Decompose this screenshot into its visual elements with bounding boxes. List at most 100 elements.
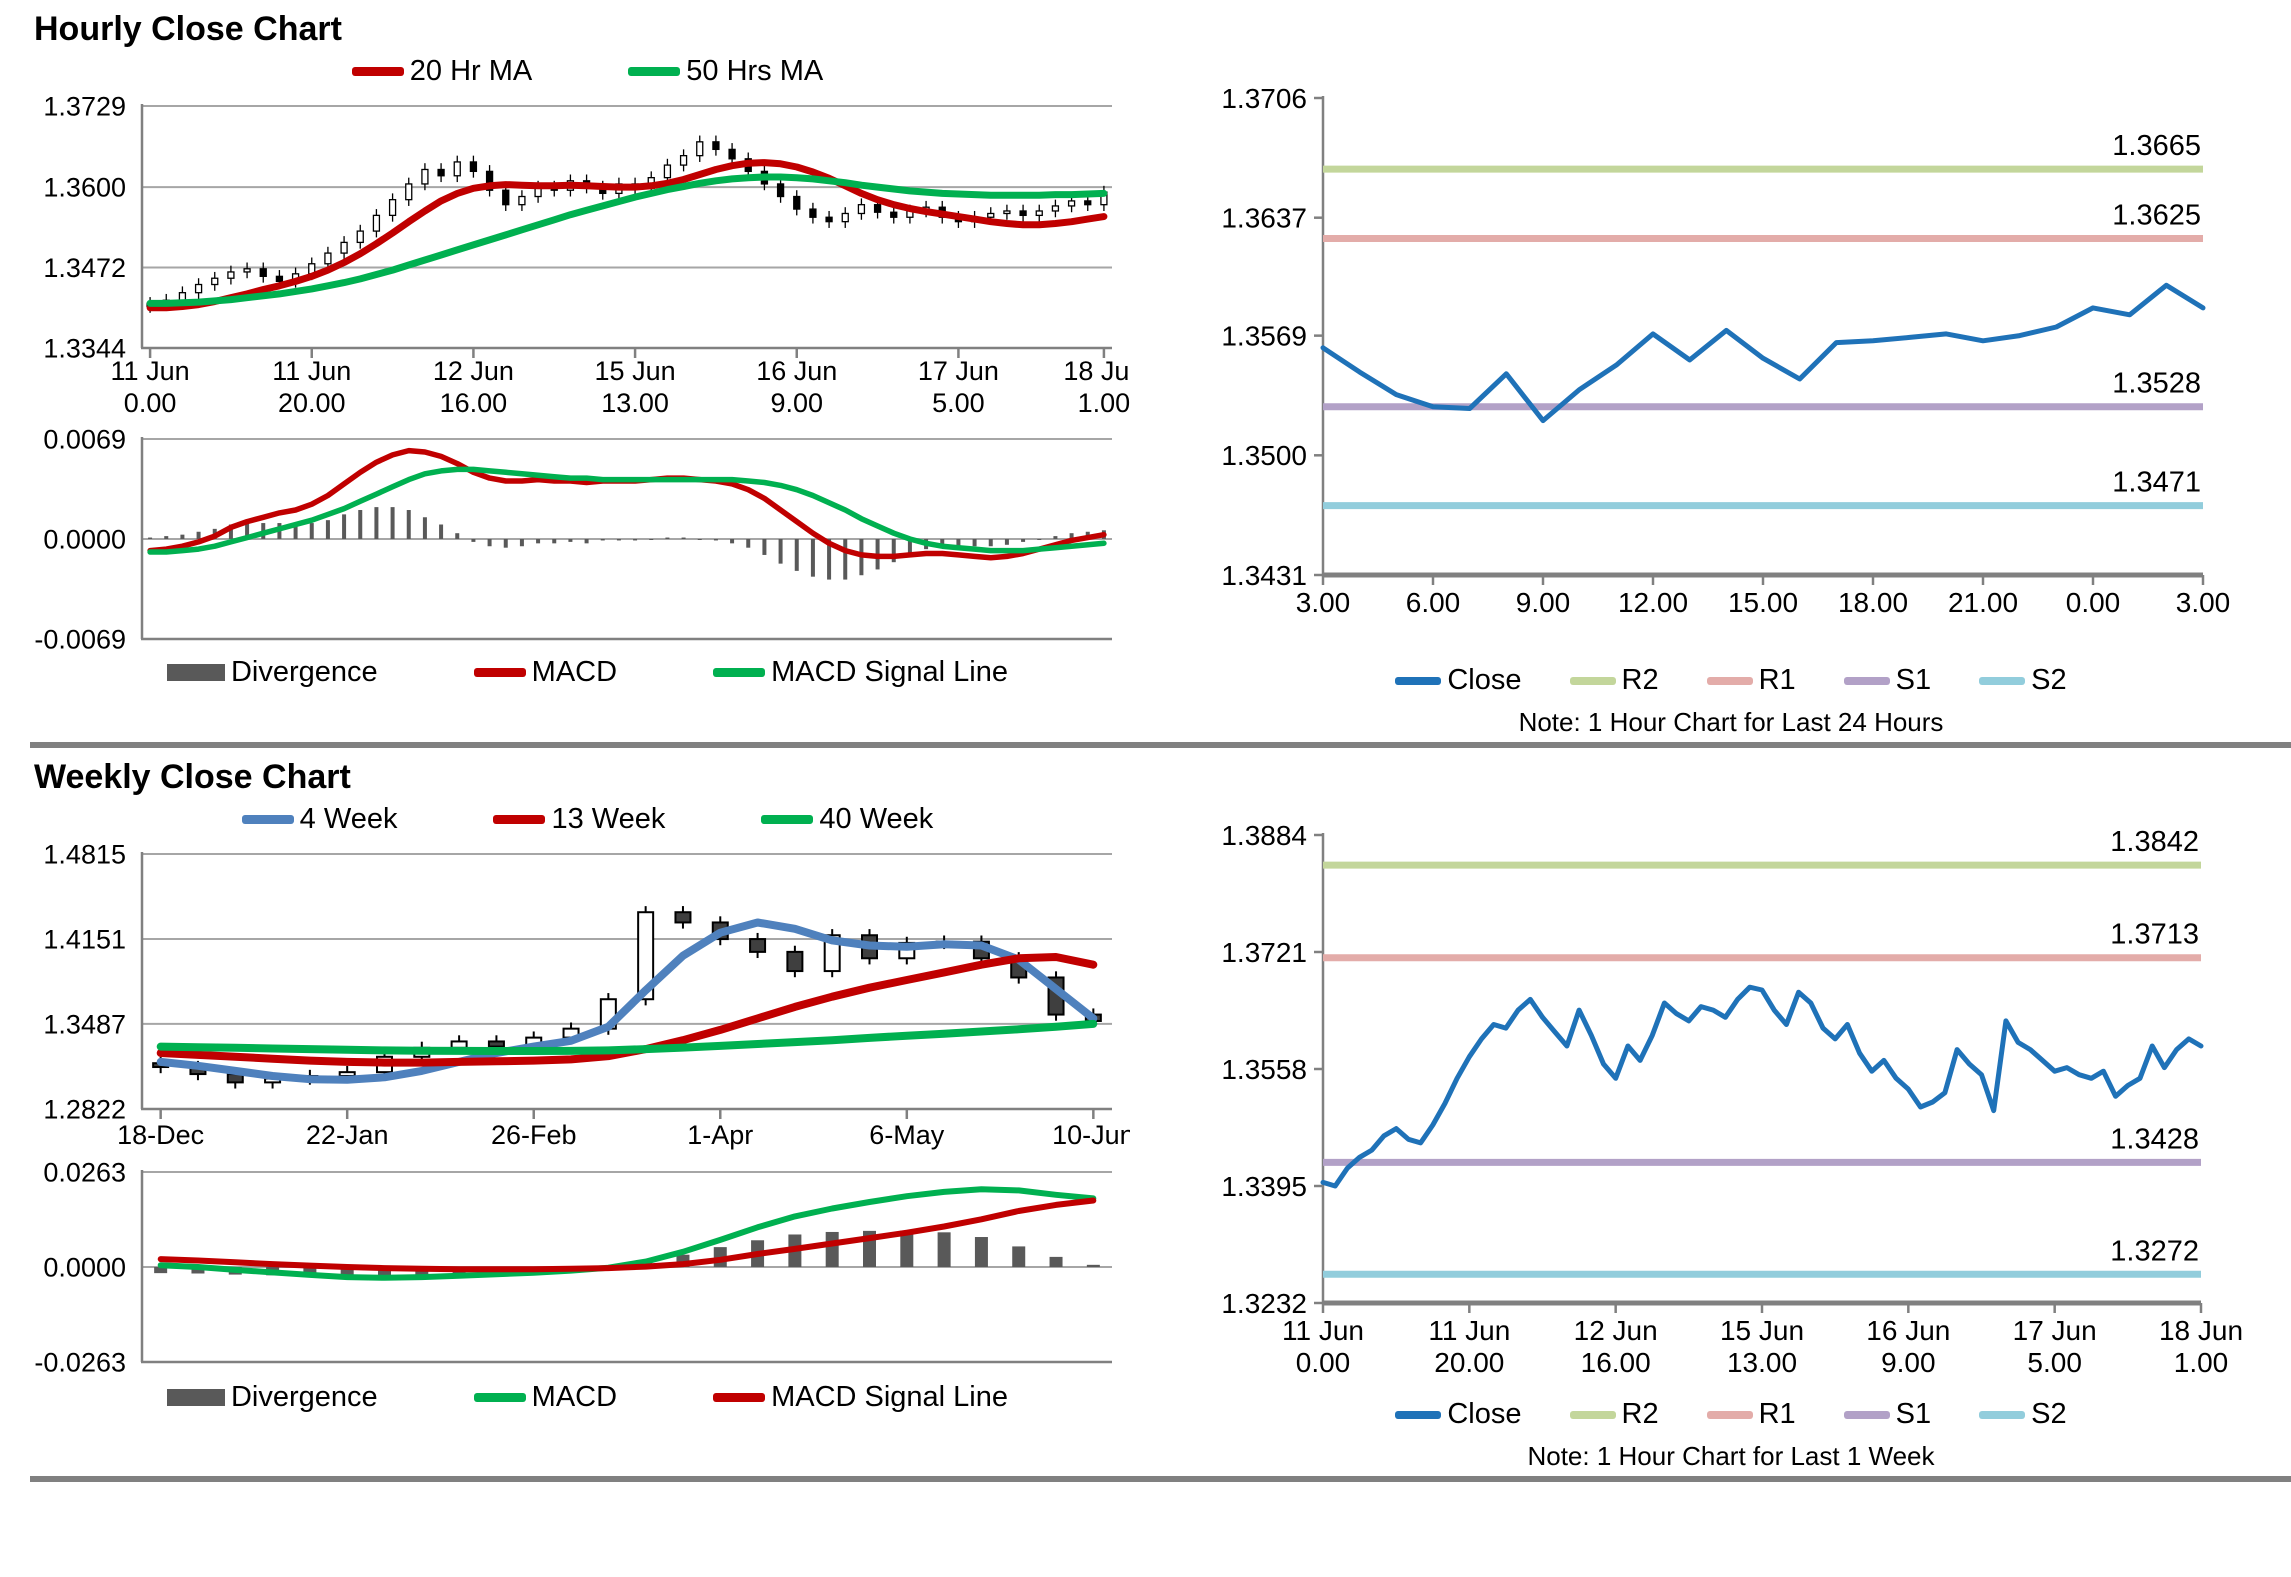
legend-label: MACD [531,656,618,688]
svg-text:1.3528: 1.3528 [2112,368,2201,400]
13-week-swatch-icon [493,815,546,824]
svg-text:1.3665: 1.3665 [2112,130,2201,162]
svg-text:1.3431: 1.3431 [1221,560,1307,591]
svg-text:1-Apr: 1-Apr [687,1120,753,1150]
legend-item-13-week: 13 Week [493,803,665,836]
svg-text:1.3428: 1.3428 [2110,1123,2199,1155]
weekly-levels-legend: Close R2 R1 S1 S2 [1171,1398,2291,1431]
legend-label: R2 [1621,664,1659,696]
svg-text:-0.0263: -0.0263 [34,1347,126,1375]
section-divider [30,742,2291,748]
weekly-levels-note: Note: 1 Hour Chart for Last 1 Week [1527,1441,1935,1471]
legend-item-divergence: Divergence [166,656,378,689]
legend-item-r2: R2 [1569,664,1659,697]
weekly-section: Weekly Close Chart 4 Week 13 Week 40 Week … [30,754,2291,1472]
legend-label: R1 [1758,1398,1796,1430]
legend-label: Close [1447,664,1522,696]
svg-text:0.0000: 0.0000 [43,524,126,554]
legend-label: Divergence [230,656,378,688]
svg-text:1.2822: 1.2822 [43,1094,126,1124]
legend-label: MACD [531,1381,618,1413]
s2-swatch-icon [1979,1410,2026,1419]
svg-text:1.3472: 1.3472 [43,253,126,283]
legend-label: R1 [1758,664,1796,696]
svg-text:1.3625: 1.3625 [2112,199,2201,231]
legend-item-macd: MACD [473,656,618,689]
svg-text:-0.0069: -0.0069 [34,624,126,650]
legend-label: 50 Hrs MA [686,55,824,87]
svg-text:0.0263: 0.0263 [43,1160,126,1187]
svg-text:18.00: 18.00 [1838,587,1908,618]
svg-text:16 Jun: 16 Jun [1866,1315,1950,1346]
svg-text:1.3842: 1.3842 [2110,826,2199,858]
legend-item-r1: R1 [1706,1398,1796,1431]
close-swatch-icon [1395,676,1442,685]
legend-label: MACD Signal Line [771,1381,1009,1413]
divergence-swatch-icon [166,664,225,681]
macd-swatch-icon [473,668,526,677]
r1-swatch-icon [1706,1410,1753,1419]
legend-item-divergence: Divergence [166,1381,378,1414]
20-hr-ma-swatch-icon [351,67,404,76]
svg-text:1.3729: 1.3729 [43,91,126,121]
legend-item-r2: R2 [1569,1398,1659,1431]
legend-label: Divergence [230,1381,378,1413]
svg-text:0.00: 0.00 [124,388,177,418]
legend-label: S1 [1895,664,1932,696]
legend-label: S2 [2031,664,2067,696]
svg-text:1.3721: 1.3721 [1221,937,1307,968]
svg-text:0.0069: 0.0069 [43,425,126,454]
r1-swatch-icon [1706,676,1753,685]
legend-label: 4 Week [299,803,398,835]
legend-item-s1: S1 [1843,1398,1931,1431]
svg-text:1.3500: 1.3500 [1221,440,1307,471]
svg-text:15 Jun: 15 Jun [595,356,676,386]
legend-item-r1: R1 [1706,664,1796,697]
svg-text:1.3471: 1.3471 [2112,467,2201,499]
hourly-macd-chart: 0.0069 0.0000 -0.0069 [30,425,1145,650]
40-week-swatch-icon [761,815,814,824]
svg-text:12.00: 12.00 [1618,587,1688,618]
r2-swatch-icon [1569,676,1616,685]
svg-text:1.4815: 1.4815 [43,839,126,869]
svg-text:5.00: 5.00 [2027,1347,2082,1378]
s2-swatch-icon [1979,676,2026,685]
hourly-section-title: Hourly Close Chart [34,10,342,48]
legend-item-s2: S2 [1979,1398,2067,1431]
svg-text:11 Jun: 11 Jun [272,356,351,386]
svg-text:10-Jun: 10-Jun [1052,1120,1130,1150]
svg-text:1.3884: 1.3884 [1221,820,1307,851]
svg-text:9.00: 9.00 [1516,587,1571,618]
svg-text:1.00: 1.00 [2174,1347,2229,1378]
weekly-right-column: 1.3884 1.3721 1.3558 1.3395 1.3232 11 Jun 0.00… [1171,754,2291,1472]
legend-item-50-hrs-ma: 50 Hrs MA [628,55,823,88]
svg-text:11 Jun: 11 Jun [1282,1315,1364,1346]
legend-label: 40 Week [819,803,934,835]
svg-text:26-Feb: 26-Feb [491,1120,577,1150]
svg-text:6.00: 6.00 [1406,587,1461,618]
weekly-section-title: Weekly Close Chart [34,758,351,796]
weekly-macd-legend: Divergence MACD MACD Signal Line [30,1381,1145,1414]
r2-swatch-icon [1569,1410,1616,1419]
weekly-macd-chart: 0.0263 0.0000 -0.0263 [30,1160,1145,1375]
legend-item-close: Close [1395,664,1522,697]
legend-item-close: Close [1395,1398,1522,1431]
legend-item-macd: MACD [473,1381,618,1414]
svg-text:16 Jun: 16 Jun [756,356,837,386]
svg-text:0.00: 0.00 [1296,1347,1351,1378]
svg-text:1.3232: 1.3232 [1221,1288,1307,1319]
svg-text:16.00: 16.00 [440,388,508,418]
svg-text:9.00: 9.00 [770,388,823,418]
svg-text:1.3637: 1.3637 [1221,202,1307,233]
hourly-price-chart: 1.3729 1.3600 1.3472 1.3344 11 Jun 0.00 11 Jun… [30,90,1145,425]
svg-text:1.3600: 1.3600 [43,173,126,203]
svg-text:1.3487: 1.3487 [43,1009,126,1039]
legend-label: 13 Week [551,803,666,835]
svg-text:12 Jun: 12 Jun [433,356,514,386]
svg-text:0.0000: 0.0000 [43,1252,126,1282]
legend-item-macd-signal-line: MACD Signal Line [713,1381,1008,1414]
legend-item-s1: S1 [1843,664,1932,697]
svg-text:9.00: 9.00 [1881,1347,1936,1378]
divergence-swatch-icon [166,1389,225,1406]
svg-text:13.00: 13.00 [601,388,669,418]
